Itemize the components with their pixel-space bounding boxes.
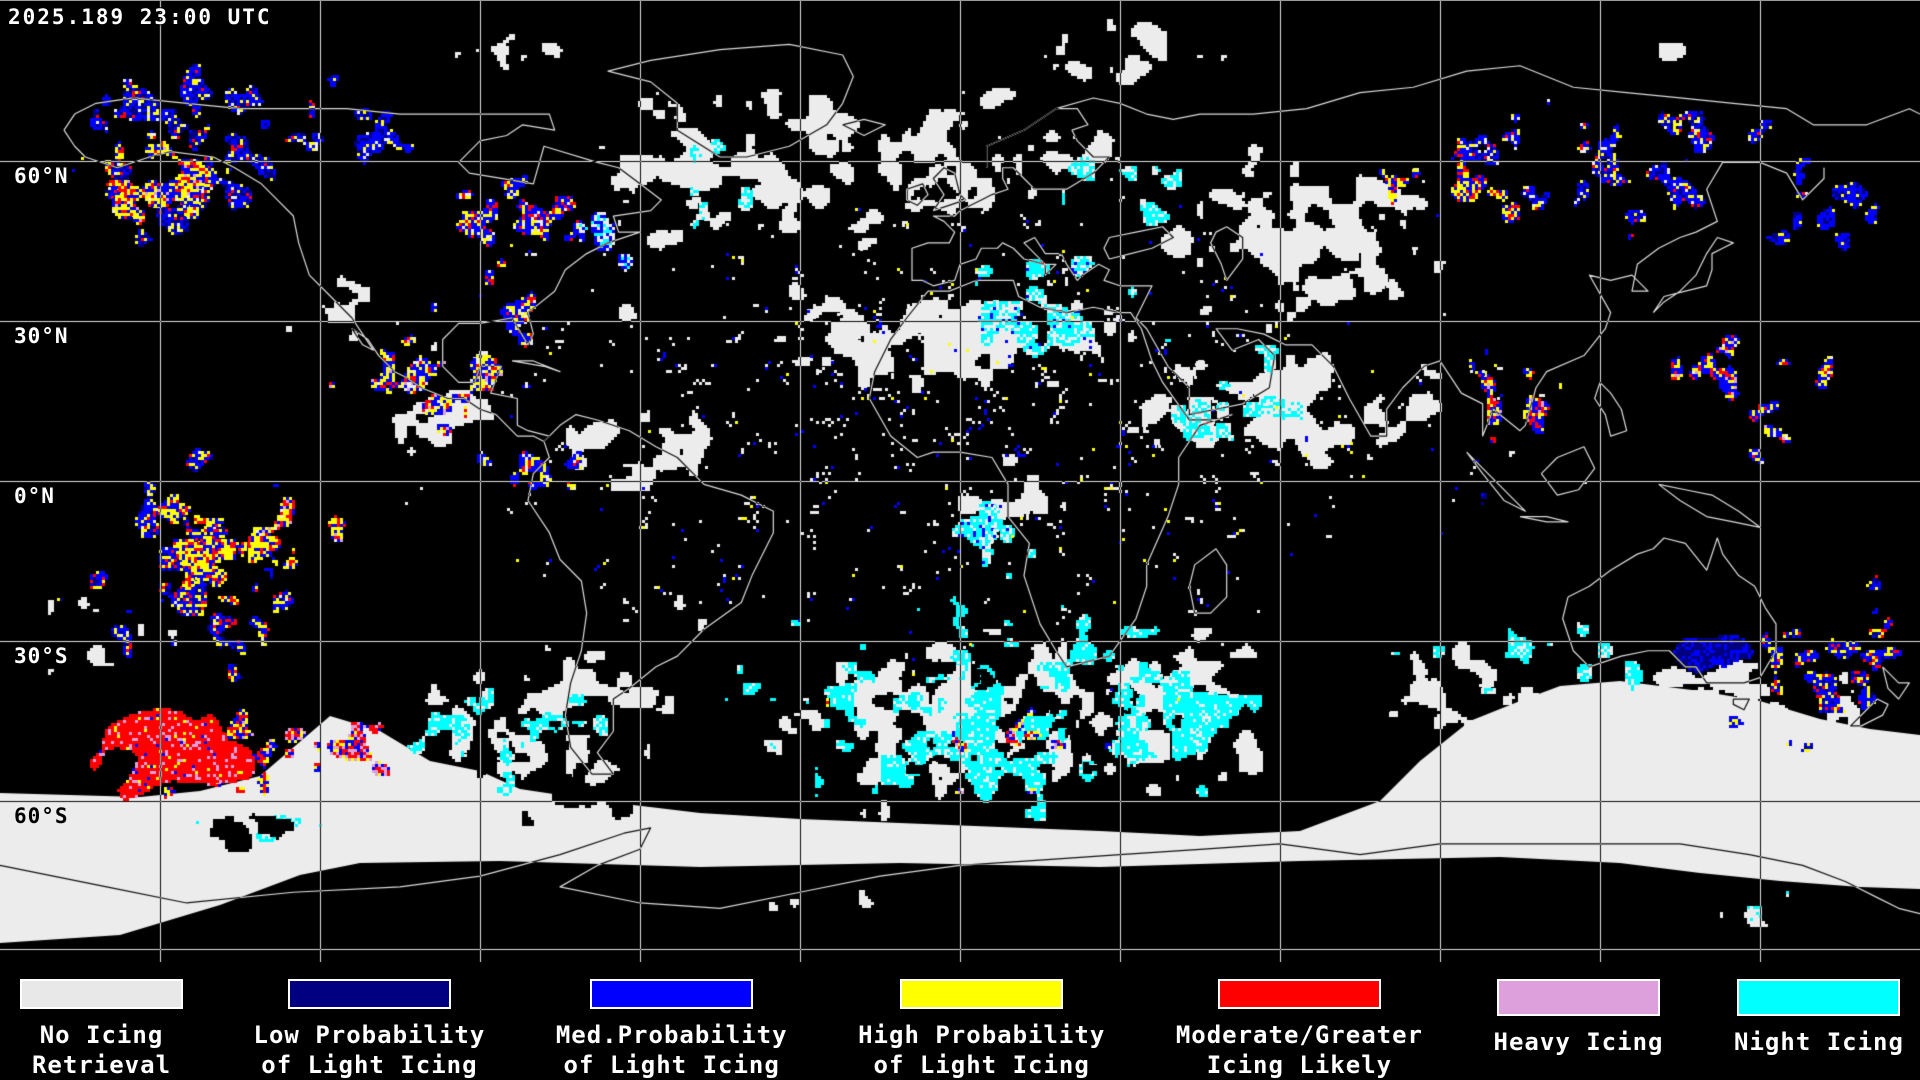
legend-label: Retrieval [31,1051,172,1079]
legend-item-night-icing: Night Icing [1734,962,1904,1080]
legend-swatch-low-probability [287,979,451,1009]
legend-label: of Light Icing [261,1051,478,1079]
legend-label: of Light Icing [563,1051,780,1079]
legend-item-moderate-greater: Moderate/Greater Icing Likely [1176,962,1423,1080]
legend-label: Icing Likely [1206,1051,1393,1079]
timestamp-label: 2025.189 23:00 UTC [8,5,272,29]
legend-item-no-icing: No Icing Retrieval [20,962,183,1080]
legend-label: Low Probability [253,1021,486,1049]
legend-label: Med.Probability [555,1021,788,1049]
legend-swatch-high-probability [900,979,1064,1009]
lat-label-30s: 30°S [14,644,69,668]
legend-bar: No Icing Retrieval Low Probability of Ligh… [0,962,1920,1080]
legend-swatch-heavy-icing [1497,979,1660,1016]
legend-label: of Light Icing [873,1051,1090,1079]
legend-label: Heavy Icing [1493,1028,1664,1056]
legend-swatch-no-icing [20,979,183,1009]
lat-label-30n: 30°N [14,324,69,348]
legend-swatch-med-probability [590,979,754,1009]
legend-item-heavy-icing: Heavy Icing [1494,962,1664,1080]
legend-label: No Icing [39,1021,164,1049]
legend-item-high-probability: High Probability of Light Icing [858,962,1105,1080]
legend-item-low-probability: Low Probability of Light Icing [254,962,486,1080]
world-map: 2025.189 23:00 UTC 60°N 30°N 0°N 30°S 60… [0,0,1920,963]
legend-label: Moderate/Greater [1175,1021,1423,1049]
legend-item-med-probability: Med.Probability of Light Icing [556,962,788,1080]
lat-label-60s: 60°S [14,804,69,828]
lat-label-60n: 60°N [14,164,69,188]
legend-swatch-night-icing [1737,979,1901,1016]
legend-label: Night Icing [1734,1028,1904,1056]
legend-swatch-moderate-greater [1217,979,1381,1009]
world-map-canvas [0,1,1920,963]
legend-label: High Probability [858,1021,1106,1049]
lat-label-0n: 0°N [14,484,55,508]
